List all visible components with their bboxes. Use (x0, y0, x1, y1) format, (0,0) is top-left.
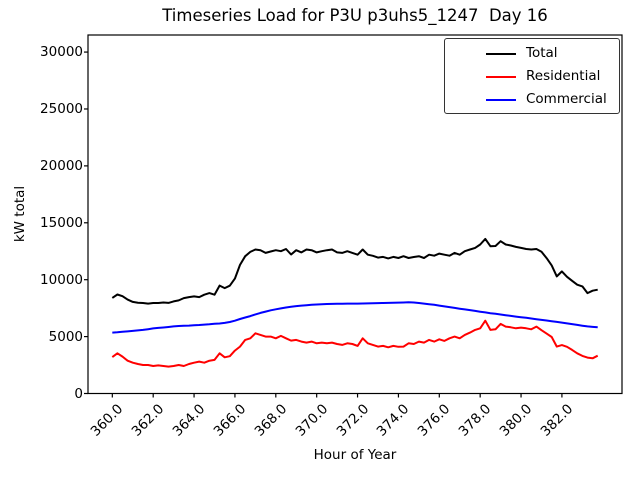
legend-line-swatch (486, 98, 516, 101)
y-tick-label: 20000 (40, 157, 83, 174)
series-line-total (111, 237, 598, 305)
legend: Total Residential Commercial (444, 38, 620, 114)
legend-line-swatch (486, 52, 516, 55)
series-lines (111, 237, 599, 368)
series-line-residential (111, 319, 599, 368)
legend-item-residential: Residential (445, 65, 619, 88)
axes-spines (87, 34, 623, 395)
legend-line-swatch (486, 75, 516, 78)
series-line-commercial (112, 301, 598, 334)
chart-title: Timeseries Load for P3U p3uhs5_1247 Day … (162, 6, 548, 25)
y-tick-label: 15000 (40, 214, 83, 231)
axes-frame (87, 34, 623, 395)
legend-item-total: Total (445, 42, 619, 65)
y-tick-label: 10000 (40, 271, 83, 288)
tick-marks (84, 51, 563, 398)
legend-item-label: Total (526, 45, 558, 61)
x-axis-label: Hour of Year (313, 447, 397, 463)
legend-item-commercial: Commercial (445, 88, 619, 111)
y-tick-label: 30000 (40, 44, 83, 61)
y-tick-label: 5000 (48, 328, 83, 345)
legend-item-label: Residential (526, 68, 601, 84)
legend-item-label: Commercial (526, 91, 607, 107)
y-tick-label: 25000 (40, 100, 83, 117)
y-tick-label: 0 (74, 385, 83, 402)
